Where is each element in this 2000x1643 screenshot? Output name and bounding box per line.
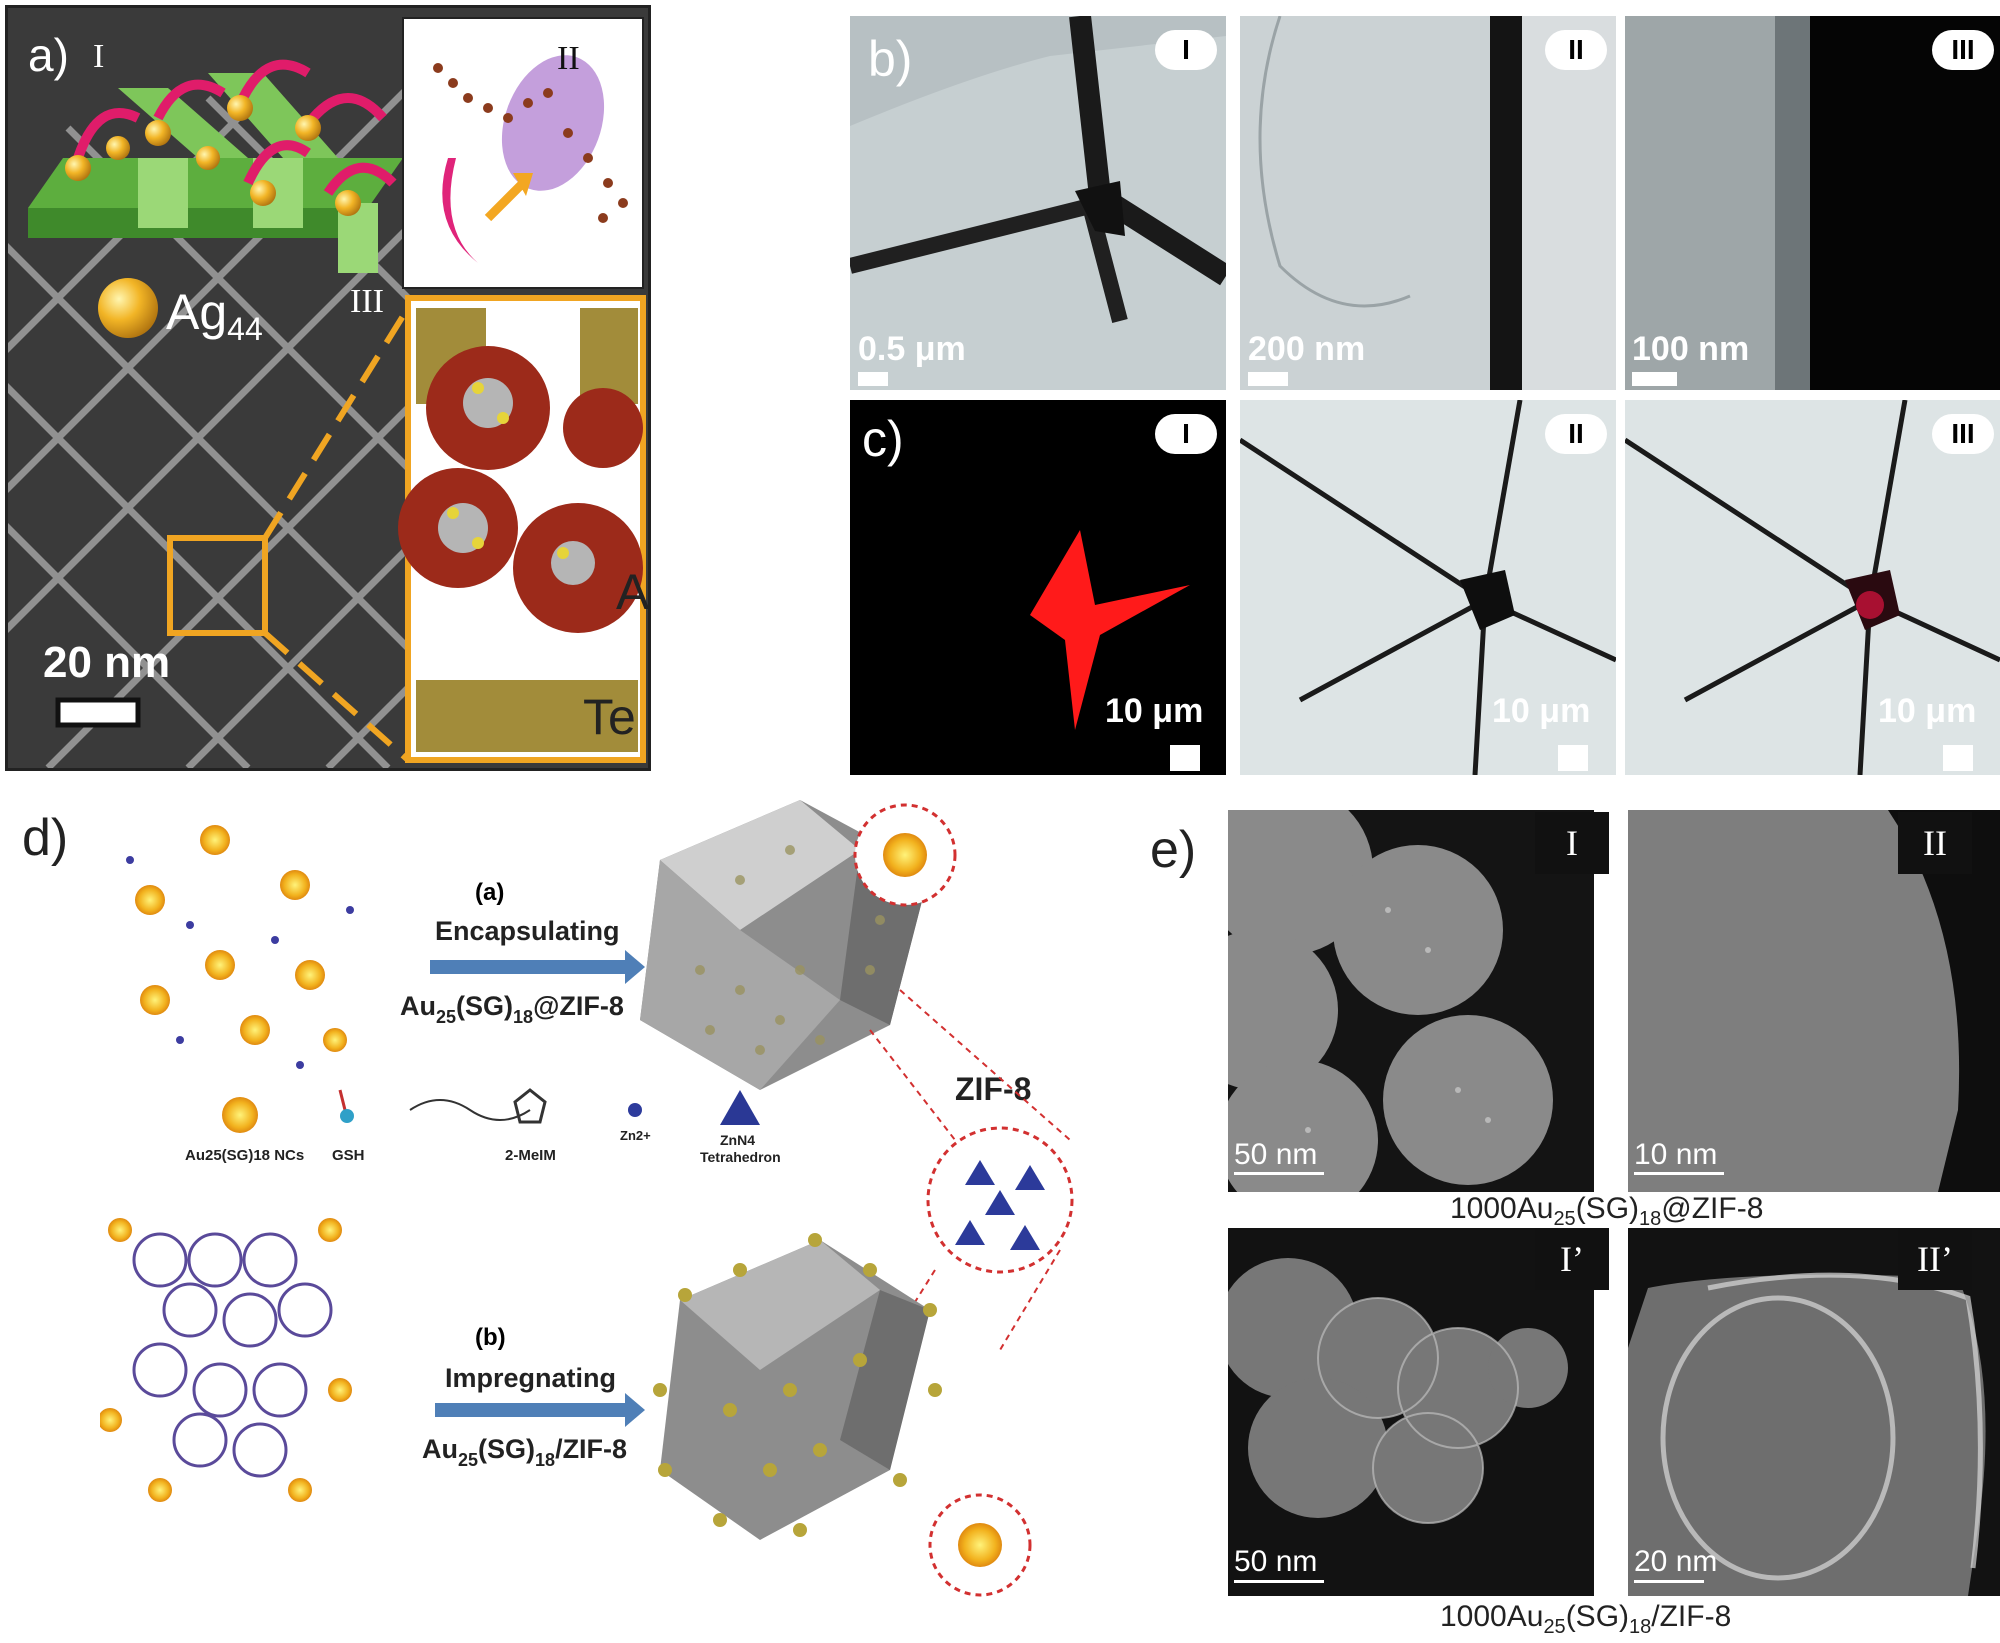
zif8-polyhedron-b: [653, 1233, 942, 1540]
panel-e-tag-4: II’: [1898, 1228, 1972, 1290]
route-a-product: Au25(SG)18@ZIF-8: [400, 991, 624, 1027]
zif8-label: ZIF-8: [955, 1071, 1031, 1107]
migration-arrows: [73, 59, 397, 196]
panel-e-scale-2: 10 nm: [1634, 1138, 1718, 1171]
panel-b-scalebar-2: [1248, 372, 1288, 386]
panel-d-label: d): [22, 809, 69, 867]
panel-b-tag-3: III: [1932, 30, 1994, 70]
panel-c-scalebar-3: [1943, 745, 1973, 771]
molecule-inset: [433, 55, 628, 263]
panel-b-scalebar-3: [1632, 372, 1677, 386]
route-a-action: Encapsulating: [435, 916, 620, 946]
panel-c-image-2: [1240, 400, 1616, 775]
panel-b-label: b): [868, 31, 913, 87]
legend-zn: Zn2+: [620, 1128, 651, 1143]
panel-e-scalebar-2: [1634, 1172, 1724, 1175]
panel-c-tag-1: I: [1155, 414, 1217, 454]
panel-c-tag-2: II: [1545, 414, 1607, 454]
nc-cluster-group-a: [126, 825, 354, 1069]
panel-e-scale-4: 20 nm: [1634, 1545, 1718, 1578]
legend-gsh: GSH: [332, 1147, 365, 1164]
green-lattice: [28, 73, 403, 273]
panel-c-scale-3: 10 μm: [1878, 692, 1977, 730]
panel-e-caption-top: 1000Au25(SG)18@ZIF-8: [1450, 1192, 1764, 1230]
legend-tet1: ZnN4: [720, 1132, 755, 1148]
panel-a-label: a): [28, 29, 69, 81]
panel-e-scale-1: 50 nm: [1234, 1138, 1318, 1171]
legend-meim: 2-MeIM: [505, 1147, 556, 1164]
panel-e-scalebar-1: [1234, 1172, 1324, 1175]
route-b-arrow-shaft: [435, 1403, 625, 1417]
panel-c-scale-1: 10 μm: [1105, 692, 1204, 730]
ag44-cluster-label: Ag44: [616, 564, 650, 620]
ag44-particle-label: Ag44: [166, 284, 263, 347]
panel-a-roman-2-text: II: [557, 40, 580, 77]
panel-a-roman-1: I: [93, 38, 105, 75]
route-b-action: Impregnating: [445, 1363, 616, 1393]
scale-bar-a: [55, 697, 141, 728]
panel-e-caption-bottom: 1000Au25(SG)18/ZIF-8: [1440, 1600, 1732, 1638]
panel-e-scalebar-3: [1234, 1580, 1324, 1583]
legend-tet2: Tetrahedron: [700, 1149, 781, 1165]
ag44-te-inset: [398, 308, 643, 752]
panel-e-scalebar-4: [1634, 1580, 1704, 1583]
te-label: Te: [583, 689, 636, 745]
panel-b-scale-1: 0.5 μm: [858, 330, 966, 368]
panel-b-tag-2: II: [1545, 30, 1607, 70]
panel-c-label: c): [862, 411, 904, 467]
panel-e-image-3: [1228, 1228, 1594, 1596]
panel-b-image-2: [1240, 16, 1616, 390]
panel-e-tag-1: I: [1535, 812, 1609, 874]
panel-b-image-1: [850, 16, 1226, 390]
zif8-framework-group-b: [100, 1218, 352, 1502]
legend: [222, 1088, 760, 1133]
panel-e-label: e): [1150, 821, 1197, 879]
panel-b-scalebar-1: [858, 372, 888, 386]
panel-c-image-1: [850, 400, 1226, 775]
panel-e-image-1: [1228, 810, 1594, 1192]
panel-b-scale-2: 200 nm: [1248, 330, 1366, 368]
panel-e-tag-3: I’: [1535, 1228, 1609, 1290]
zoom-box: [167, 535, 268, 636]
panel-e-scale-3: 50 nm: [1234, 1545, 1318, 1578]
panel-c-scalebar-2: [1558, 745, 1588, 771]
route-b-tag: (b): [475, 1324, 506, 1351]
panel-e-tag-2: II: [1898, 812, 1972, 874]
scale-text-a: 20 nm: [43, 638, 171, 687]
route-a-arrow-shaft: [430, 960, 625, 974]
route-a-tag: (a): [475, 879, 504, 906]
panel-b-tag-1: I: [1155, 30, 1217, 70]
panel-a: a) I III Ag44 Ag44 Te 20 nm: [5, 5, 651, 771]
panel-c-image-3: [1625, 400, 2000, 775]
panel-b-scale-3: 100 nm: [1632, 330, 1750, 368]
panel-a-illustration: [8, 8, 648, 768]
panel-a-roman-3: III: [350, 283, 384, 320]
panel-b-image-3: [1625, 16, 2000, 390]
panel-c-tag-3: III: [1932, 414, 1994, 454]
ag44-particle-icon: [98, 278, 158, 338]
panel-d-schematic: (a) Encapsulating Au25(SG)18@ZIF-8 ZIF-8…: [100, 800, 1074, 1597]
panel-c-scale-2: 10 μm: [1492, 692, 1591, 730]
legend-nc: Au25(SG)18 NCs: [185, 1147, 304, 1164]
panel-c-scalebar-1: [1170, 745, 1200, 771]
route-b-product: Au25(SG)18/ZIF-8: [422, 1434, 627, 1470]
